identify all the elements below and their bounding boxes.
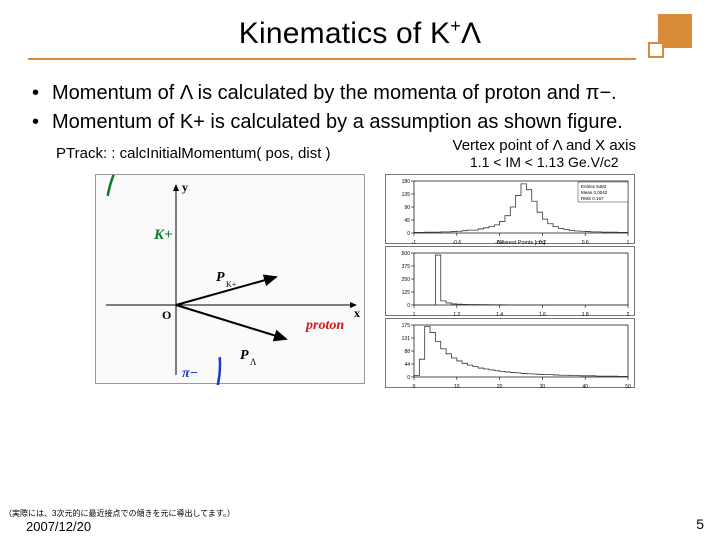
svg-text:π−: π−: [182, 366, 198, 381]
svg-text:250: 250: [402, 277, 411, 283]
hist-3: 0 10 20 30 40 50 0 44 88 131 175: [385, 318, 635, 388]
histogram-stack: -1-0.6-0.20.20.6104590135180Nearest Poin…: [385, 174, 635, 388]
code-caption: PTrack: : calcInitialMomentum( pos, dist…: [56, 145, 331, 162]
slide-title: Kinematics of K+Λ: [28, 16, 692, 51]
svg-text:1.8: 1.8: [582, 312, 589, 317]
bullet-1: Momentum of Λ is calculated by the momen…: [30, 81, 692, 106]
page-number: 5: [696, 516, 704, 532]
svg-text:1.4: 1.4: [496, 312, 503, 317]
hist-2: 1 1.2 1.4 1.6 1.8 2 0 125 250 375 500: [385, 246, 635, 316]
svg-text:50: 50: [625, 384, 631, 389]
kinematics-diagram: xyOK+PK+protonPΛπ−: [95, 174, 365, 384]
svg-text:K+: K+: [153, 227, 173, 243]
svg-text:20: 20: [497, 384, 503, 389]
svg-text:O: O: [162, 308, 171, 322]
svg-text:1: 1: [627, 240, 630, 245]
svg-text:10: 10: [454, 384, 460, 389]
svg-text:Nearest Points [cm]: Nearest Points [cm]: [497, 240, 545, 245]
svg-text:180: 180: [402, 179, 411, 185]
svg-text:30: 30: [540, 384, 546, 389]
svg-text:1: 1: [413, 312, 416, 317]
svg-text:0: 0: [407, 231, 410, 237]
title-pre: Kinematics of K: [239, 17, 450, 50]
svg-text:90: 90: [404, 205, 410, 211]
title-sup: +: [450, 16, 461, 36]
svg-text:44: 44: [404, 362, 410, 368]
svg-text:-1: -1: [412, 240, 417, 245]
svg-text:135: 135: [402, 192, 411, 198]
slide-date: 2007/12/20: [26, 519, 91, 534]
svg-text:Entries 5482: Entries 5482: [581, 184, 607, 189]
svg-text:0: 0: [413, 384, 416, 389]
footnote-jp: （実際には、3次元的に最近接点での傾きを元に導出してます。）: [4, 509, 235, 518]
svg-text:500: 500: [402, 251, 411, 257]
hist-caption-line2: 1.1 < IM < 1.13 Ge.V/c2: [453, 154, 636, 170]
corner-ornament: [646, 14, 692, 60]
hist-caption-line1: Vertex point of Λ and X axis: [453, 137, 636, 154]
svg-text:Mean 0.0042: Mean 0.0042: [581, 190, 608, 195]
svg-text:P: P: [240, 348, 249, 363]
svg-text:Λ: Λ: [250, 357, 257, 367]
svg-text:P: P: [216, 270, 225, 285]
svg-text:proton: proton: [305, 318, 344, 333]
svg-text:2: 2: [627, 312, 630, 317]
hist-1: -1-0.6-0.20.20.6104590135180Nearest Poin…: [385, 174, 635, 244]
svg-text:1.2: 1.2: [453, 312, 460, 317]
svg-text:y: y: [182, 180, 188, 194]
svg-text:0: 0: [407, 303, 410, 309]
svg-text:175: 175: [402, 323, 411, 329]
title-post: Λ: [461, 17, 481, 50]
svg-text:45: 45: [404, 218, 410, 224]
svg-text:1.6: 1.6: [539, 312, 546, 317]
title-rule: [28, 58, 636, 60]
svg-text:0.6: 0.6: [582, 240, 589, 245]
svg-text:125: 125: [402, 290, 411, 296]
bullet-2: Momentum of K+ is calculated by a assump…: [30, 110, 692, 135]
svg-text:88: 88: [404, 349, 410, 355]
svg-text:0: 0: [407, 375, 410, 381]
bullet-list: Momentum of Λ is calculated by the momen…: [30, 81, 692, 135]
svg-text:RMS 0.157: RMS 0.157: [581, 196, 604, 201]
svg-text:x: x: [354, 306, 360, 320]
svg-text:40: 40: [582, 384, 588, 389]
svg-text:K+: K+: [226, 280, 237, 289]
svg-text:131: 131: [402, 336, 411, 342]
svg-text:-0.6: -0.6: [452, 240, 461, 245]
hist-caption: Vertex point of Λ and X axis 1.1 < IM < …: [453, 137, 636, 170]
svg-text:375: 375: [402, 264, 411, 270]
